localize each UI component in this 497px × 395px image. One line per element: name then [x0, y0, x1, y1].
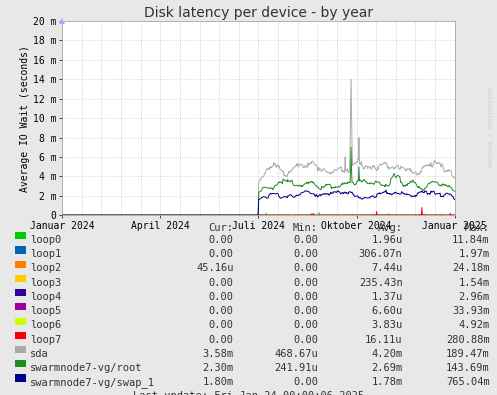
Text: Avg:: Avg:: [378, 223, 403, 233]
Text: 6.60u: 6.60u: [371, 306, 403, 316]
Text: 4.20m: 4.20m: [371, 349, 403, 359]
Text: sda: sda: [30, 349, 49, 359]
Text: 1.80m: 1.80m: [202, 377, 234, 387]
Text: 0.00: 0.00: [293, 320, 318, 330]
Text: loop7: loop7: [30, 335, 61, 344]
Text: 24.18m: 24.18m: [452, 263, 490, 273]
Text: 241.91u: 241.91u: [274, 363, 318, 373]
Text: 0.00: 0.00: [293, 377, 318, 387]
Text: loop4: loop4: [30, 292, 61, 302]
Text: 280.88m: 280.88m: [446, 335, 490, 344]
Text: 0.00: 0.00: [209, 292, 234, 302]
Text: 0.00: 0.00: [209, 335, 234, 344]
Text: 468.67u: 468.67u: [274, 349, 318, 359]
Text: 2.30m: 2.30m: [202, 363, 234, 373]
Text: 7.44u: 7.44u: [371, 263, 403, 273]
Text: 1.97m: 1.97m: [458, 249, 490, 259]
Text: 2.69m: 2.69m: [371, 363, 403, 373]
Text: 0.00: 0.00: [293, 306, 318, 316]
Text: 1.54m: 1.54m: [458, 278, 490, 288]
Text: 2.96m: 2.96m: [458, 292, 490, 302]
Text: 0.00: 0.00: [209, 278, 234, 288]
Text: 1.37u: 1.37u: [371, 292, 403, 302]
Text: 3.83u: 3.83u: [371, 320, 403, 330]
Text: 0.00: 0.00: [293, 235, 318, 245]
Text: 33.93m: 33.93m: [452, 306, 490, 316]
Text: 1.78m: 1.78m: [371, 377, 403, 387]
Text: 0.00: 0.00: [293, 278, 318, 288]
Text: Min:: Min:: [293, 223, 318, 233]
Text: 0.00: 0.00: [209, 320, 234, 330]
Text: 0.00: 0.00: [293, 263, 318, 273]
Text: 306.07n: 306.07n: [359, 249, 403, 259]
Text: Max:: Max:: [465, 223, 490, 233]
Text: RRDTOOL / TOBIOETIKER: RRDTOOL / TOBIOETIKER: [489, 87, 494, 166]
Title: Disk latency per device - by year: Disk latency per device - by year: [144, 6, 373, 20]
Text: 4.92m: 4.92m: [458, 320, 490, 330]
Text: 189.47m: 189.47m: [446, 349, 490, 359]
Text: loop1: loop1: [30, 249, 61, 259]
Text: 3.58m: 3.58m: [202, 349, 234, 359]
Text: loop6: loop6: [30, 320, 61, 330]
Text: swarmnode7-vg/swap_1: swarmnode7-vg/swap_1: [30, 377, 155, 388]
Text: 235.43n: 235.43n: [359, 278, 403, 288]
Text: Cur:: Cur:: [209, 223, 234, 233]
Y-axis label: Average IO Wait (seconds): Average IO Wait (seconds): [20, 45, 30, 192]
Text: 45.16u: 45.16u: [196, 263, 234, 273]
Text: 1.96u: 1.96u: [371, 235, 403, 245]
Text: 0.00: 0.00: [209, 249, 234, 259]
Text: 11.84m: 11.84m: [452, 235, 490, 245]
Text: loop3: loop3: [30, 278, 61, 288]
Text: swarmnode7-vg/root: swarmnode7-vg/root: [30, 363, 142, 373]
Text: loop5: loop5: [30, 306, 61, 316]
Text: Last update: Fri Jan 24 00:00:06 2025: Last update: Fri Jan 24 00:00:06 2025: [133, 391, 364, 395]
Text: 0.00: 0.00: [293, 292, 318, 302]
Text: 0.00: 0.00: [209, 235, 234, 245]
Text: 0.00: 0.00: [209, 306, 234, 316]
Text: 0.00: 0.00: [293, 335, 318, 344]
Text: 143.69m: 143.69m: [446, 363, 490, 373]
Text: loop0: loop0: [30, 235, 61, 245]
Text: 0.00: 0.00: [293, 249, 318, 259]
Text: 765.04m: 765.04m: [446, 377, 490, 387]
Text: loop2: loop2: [30, 263, 61, 273]
Text: 16.11u: 16.11u: [365, 335, 403, 344]
